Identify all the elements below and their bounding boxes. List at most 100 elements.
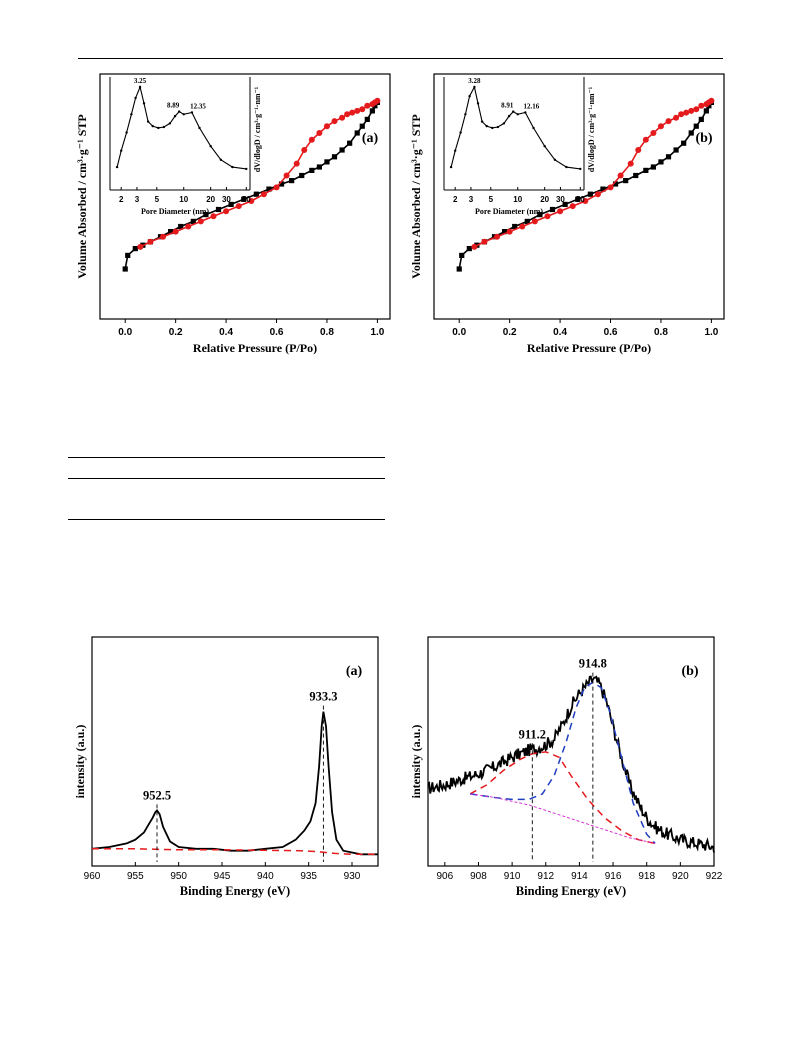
desorption-point — [137, 243, 144, 250]
spectrum-line — [91, 711, 378, 856]
plot-frame — [91, 636, 379, 867]
desorption-point — [471, 243, 478, 250]
x-tick-label: 918 — [638, 871, 655, 882]
inset-pore-point — [231, 165, 234, 169]
x-tick-label: 0.4 — [553, 327, 567, 338]
inset-pore-point — [480, 120, 484, 123]
panel-label: (a) — [362, 131, 379, 146]
adsorption-point — [369, 108, 375, 114]
inset-x-tick-label: 10 — [179, 195, 188, 204]
desorption-point — [506, 228, 513, 235]
inset-y-axis-label: dV/dlogD / cm³·g⁻¹·nm⁻¹ — [253, 86, 262, 172]
x-tick-label: 940 — [257, 871, 274, 882]
desorption-point — [650, 130, 657, 136]
inset-pore-point — [496, 125, 500, 129]
x-tick-label: 955 — [127, 871, 144, 882]
inset-pore-line — [116, 85, 247, 170]
peak-label: 933.3 — [309, 690, 337, 704]
panel-label: (b) — [681, 664, 698, 679]
inset-pore-point — [453, 149, 457, 152]
inset-pore-line — [450, 85, 581, 170]
desorption-point — [185, 223, 192, 230]
adsorption-point — [125, 252, 131, 258]
adsorption-point — [347, 140, 353, 146]
inset-pore-point — [476, 102, 480, 105]
adsorption-point — [600, 186, 606, 192]
inset-pore-point — [142, 102, 146, 105]
x-tick-label: 930 — [344, 871, 361, 882]
x-tick-label: 912 — [537, 871, 554, 882]
desorption-point — [693, 106, 700, 113]
inset-pore-point — [168, 122, 172, 125]
inset-pore-point — [245, 167, 248, 171]
desorption-point — [349, 109, 356, 116]
desorption-point — [172, 228, 179, 235]
desorption-point — [519, 223, 526, 230]
inset-x-tick-label: 30 — [222, 195, 231, 204]
inset-pore-point — [146, 120, 150, 123]
page-header-rule — [78, 58, 723, 59]
inset-pore-point — [198, 126, 201, 130]
desorption-point — [273, 184, 280, 191]
inset-pore-point — [209, 144, 212, 148]
x-axis-label: Binding Energy (eV) — [180, 884, 290, 898]
xps-spectrum-chart-a: 960 955 950 945 940 935 930 Binding Energy (eV)… — [73, 636, 379, 898]
bet-isotherm-figure-b: 0.0 0.2 0.4 0.6 0.8 1.0 Relative Pressure (P/P… — [404, 70, 729, 370]
desorption-point — [557, 208, 564, 215]
x-tick-label: 0.2 — [169, 327, 183, 338]
inset-pore-point — [468, 94, 471, 98]
adsorption-point — [706, 103, 712, 109]
adsorption-point — [228, 201, 234, 207]
desorption-point — [698, 102, 705, 109]
desorption-point — [617, 172, 624, 179]
desorption-point — [364, 102, 371, 109]
x-tick-label: 1.0 — [370, 327, 384, 338]
adsorption-point — [266, 186, 272, 192]
inset-pore-point — [491, 126, 494, 130]
adsorption-point — [178, 223, 184, 230]
inset-pore-point — [464, 113, 467, 116]
spectrum-line — [427, 675, 715, 853]
x-tick-label: 910 — [504, 871, 521, 882]
bet-isotherm-figure-a: 0.0 0.2 0.4 0.6 0.8 1.0 Relative Pressure (P/P… — [70, 70, 395, 370]
x-tick-label: 0.8 — [320, 327, 334, 338]
adsorption-point — [587, 191, 593, 197]
inset-peak-label: 12.35 — [190, 102, 206, 110]
inset-pore-point — [177, 110, 181, 113]
desorption-point — [544, 213, 551, 220]
inset-pore-point — [134, 96, 137, 100]
inset-pore-point — [125, 131, 128, 134]
inset-pore-point — [459, 131, 462, 134]
desorption-point — [248, 198, 255, 204]
inset-pore-point — [138, 85, 142, 89]
inset-x-tick-label: 20 — [206, 195, 215, 204]
adsorption-point — [316, 164, 322, 170]
panel-label: (a) — [346, 664, 363, 679]
inset-x-tick-label: 5 — [155, 195, 160, 204]
inset-pore-point — [516, 113, 519, 116]
desorption-point — [607, 184, 614, 191]
inset-pore-point — [115, 165, 119, 169]
desorption-point — [683, 109, 690, 116]
adsorption-point — [456, 266, 462, 272]
desorption-point — [678, 111, 685, 118]
inset-x-axis-label: Pore Diameter (nm) — [141, 207, 209, 216]
desorption-point — [481, 238, 488, 245]
inset-pore-point — [449, 165, 453, 169]
inset-pore-point — [151, 124, 154, 128]
inset-pore-point — [502, 122, 506, 125]
xps-spectrum-figure-a: 960 955 950 945 940 935 930 Binding Energy (eV)… — [68, 635, 388, 920]
desorption-point — [635, 147, 642, 153]
bet-isotherm-chart-a: 0.0 0.2 0.4 0.6 0.8 1.0 Relative Pressure (P/P… — [75, 73, 391, 355]
adsorption-point — [324, 159, 330, 165]
inset-peak-label: 8.91 — [501, 102, 514, 110]
adsorption-point — [364, 116, 370, 122]
adsorption-point — [549, 206, 556, 213]
x-tick-label: 906 — [436, 871, 453, 882]
adsorption-point — [693, 123, 699, 129]
adsorption-point — [537, 212, 543, 218]
desorption-point — [594, 191, 601, 198]
adsorption-point — [698, 116, 704, 122]
inset-pore-point — [543, 144, 546, 148]
desorption-point — [344, 111, 351, 118]
